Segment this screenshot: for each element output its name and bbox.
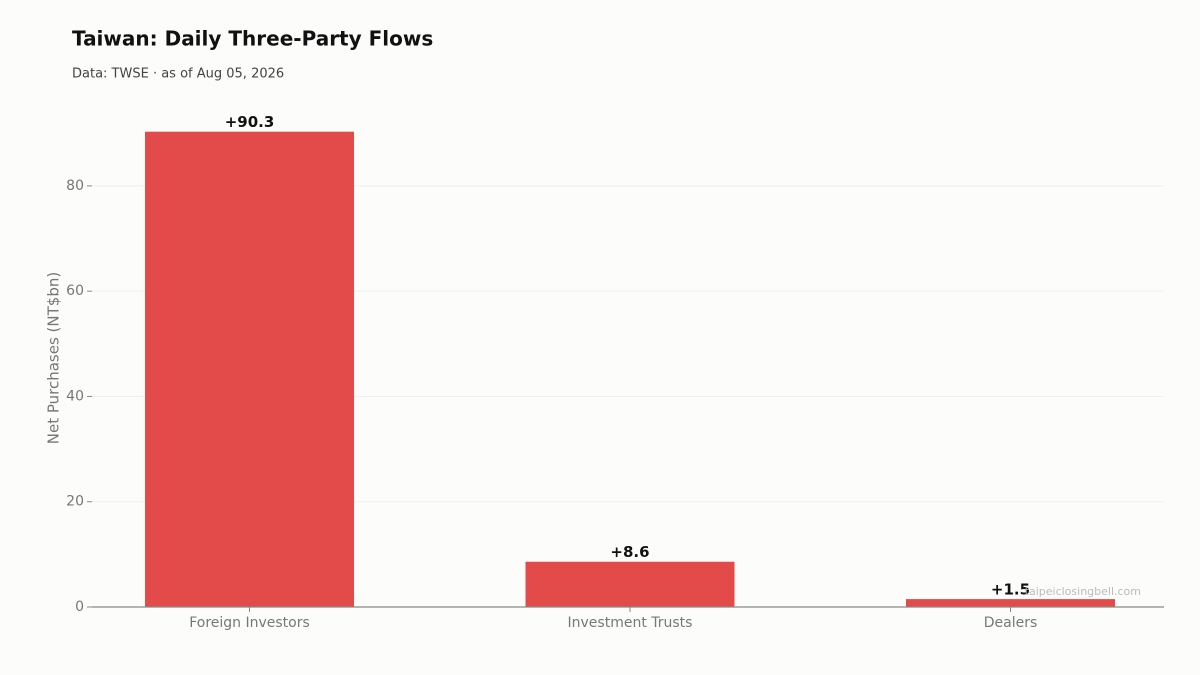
x-tick-label: Foreign Investors	[189, 615, 310, 631]
y-tick-label: 60	[66, 283, 84, 299]
y-tick-label: 20	[66, 494, 84, 510]
value-label: +90.3	[225, 113, 275, 131]
chart-subtitle: Data: TWSE · as of Aug 05, 2026	[72, 67, 284, 82]
bar	[906, 599, 1115, 607]
bar	[145, 131, 354, 607]
value-label: +1.5	[991, 581, 1030, 599]
watermark: taipeiclosingbell.com	[1025, 585, 1141, 598]
chart-title: Taiwan: Daily Three-Party Flows	[72, 27, 433, 51]
x-tick-label: Investment Trusts	[568, 615, 693, 631]
y-tick-label: 40	[66, 388, 84, 404]
bar	[525, 561, 735, 607]
y-tick-label: 80	[66, 178, 84, 194]
x-tick-label: Dealers	[984, 615, 1038, 631]
y-axis-label: Net Purchases (NT$bn)	[45, 272, 63, 444]
y-tick-label: 0	[75, 599, 84, 615]
value-label: +8.6	[610, 543, 649, 561]
